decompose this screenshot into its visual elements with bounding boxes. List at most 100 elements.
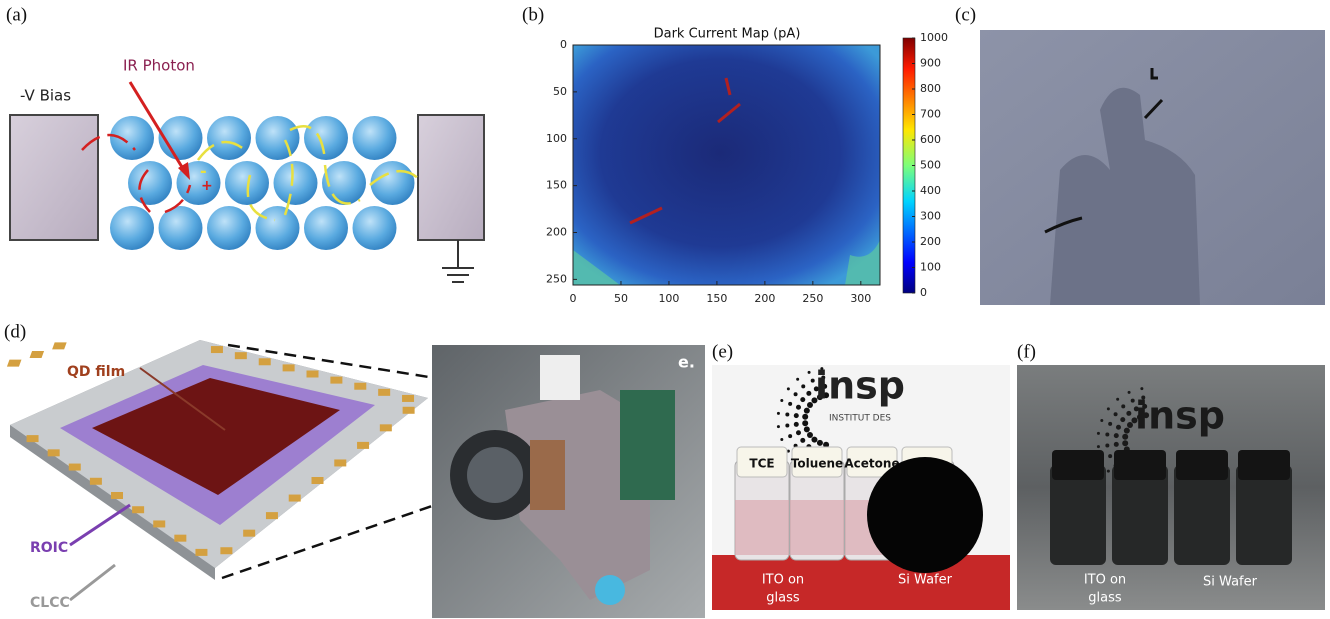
vial-cap xyxy=(1052,450,1104,480)
logo: insp xyxy=(815,364,905,408)
quantum-dot xyxy=(353,206,397,250)
logo-dot xyxy=(1122,440,1128,446)
bond-pad xyxy=(378,389,390,396)
y-tick-label: 0 xyxy=(560,38,567,51)
panel-label: (d) xyxy=(4,321,26,342)
quantum-dot xyxy=(304,116,348,160)
bond-pad xyxy=(132,506,144,513)
bond-pad xyxy=(402,395,414,402)
colorbar-tick-label: 800 xyxy=(920,82,941,95)
roic-label: ROIC xyxy=(30,540,68,556)
quantum-dot xyxy=(110,116,154,160)
ito-label: ITO on xyxy=(762,573,804,588)
logo-dot xyxy=(794,392,798,396)
quantum-dot xyxy=(304,206,348,250)
electrode xyxy=(418,115,484,240)
hole-sign: + xyxy=(201,178,213,194)
logo-dot xyxy=(1100,419,1103,422)
bond-pad xyxy=(174,535,186,542)
logo-dot xyxy=(807,432,813,438)
panel-label: (e) xyxy=(712,341,733,362)
quantum-dot xyxy=(256,206,300,250)
mount xyxy=(540,355,580,400)
bond-pad xyxy=(243,530,255,537)
quantum-dot xyxy=(207,116,251,160)
panel-label: (b) xyxy=(522,4,544,25)
logo-dot xyxy=(1114,433,1119,438)
bond-pad xyxy=(403,407,415,414)
bond-pad xyxy=(27,435,39,442)
quantum-dot xyxy=(159,206,203,250)
logo-dot xyxy=(1126,411,1131,416)
logo-dot xyxy=(1105,432,1109,436)
bond-pad xyxy=(211,346,223,353)
vial-cap xyxy=(1114,450,1166,480)
bond-pad xyxy=(289,495,301,502)
colorbar-tick-label: 200 xyxy=(920,235,941,248)
logo-dot xyxy=(785,412,789,416)
bond-pad xyxy=(283,364,295,371)
logo-dot xyxy=(1105,444,1109,448)
colorbar-tick-label: 500 xyxy=(920,159,941,172)
quantum-dots xyxy=(110,116,415,250)
logo-dot xyxy=(1114,442,1119,447)
logo-dot xyxy=(807,402,813,408)
logo-dot xyxy=(794,413,799,418)
logo-dot xyxy=(811,437,817,443)
si-label: Si Wafer xyxy=(1203,575,1258,590)
quantum-dot xyxy=(274,161,318,205)
board xyxy=(620,390,675,500)
logo-dot xyxy=(777,412,780,415)
logo-dot xyxy=(817,440,823,446)
bond-pad xyxy=(153,520,165,527)
vial-cap xyxy=(1238,450,1290,480)
quantum-dot xyxy=(207,206,251,250)
x-tick-label: 250 xyxy=(802,292,823,305)
plot-title: Dark Current Map (pA) xyxy=(654,27,801,42)
bond-pad xyxy=(52,342,67,349)
base xyxy=(712,555,1010,610)
bond-pad xyxy=(380,424,392,431)
logo-dot xyxy=(1124,428,1130,434)
logo-dot xyxy=(804,408,810,414)
logo-dot xyxy=(804,426,810,432)
panel-label: (f) xyxy=(1017,341,1036,362)
bond-pad xyxy=(307,371,319,378)
bond-pad xyxy=(90,478,102,485)
logo-dot xyxy=(780,438,783,441)
bond-pad xyxy=(357,442,369,449)
logo-dot xyxy=(1107,470,1110,473)
quantum-dot xyxy=(371,161,415,205)
photon-label: IR Photon xyxy=(123,57,195,75)
logo-dot xyxy=(1127,422,1133,428)
ito-label: glass xyxy=(766,591,800,606)
x-tick-label: 150 xyxy=(706,292,727,305)
logo-dot xyxy=(802,414,808,420)
colorbar-tick-label: 300 xyxy=(920,210,941,223)
y-tick-label: 250 xyxy=(546,272,567,285)
bond-pad xyxy=(220,547,232,554)
logo-dot xyxy=(808,371,811,374)
panel-label: (a) xyxy=(6,4,27,25)
logo-dot xyxy=(796,430,801,435)
logo-dot xyxy=(1116,398,1119,401)
logo-dot xyxy=(1128,391,1131,394)
logo-dot xyxy=(1120,417,1125,422)
logo-dot xyxy=(788,434,792,438)
x-tick-label: 100 xyxy=(658,292,679,305)
bias-label: -V Bias xyxy=(20,87,71,105)
bond-pad xyxy=(266,512,278,519)
colorbar-tick-label: 0 xyxy=(920,286,927,299)
x-tick-label: 0 xyxy=(570,292,577,305)
si-label: Si Wafer xyxy=(898,573,953,588)
logo-dot xyxy=(787,387,790,390)
logo-dot xyxy=(1114,412,1118,416)
lens-glass xyxy=(467,447,523,503)
logo-dot xyxy=(806,391,811,396)
logo-dot xyxy=(777,425,780,428)
bond-pad xyxy=(235,352,247,359)
quantum-dot xyxy=(110,206,154,250)
clcc-label: CLCC xyxy=(30,595,70,611)
x-tick-label: 50 xyxy=(614,292,628,305)
logo-dot xyxy=(1108,422,1112,426)
